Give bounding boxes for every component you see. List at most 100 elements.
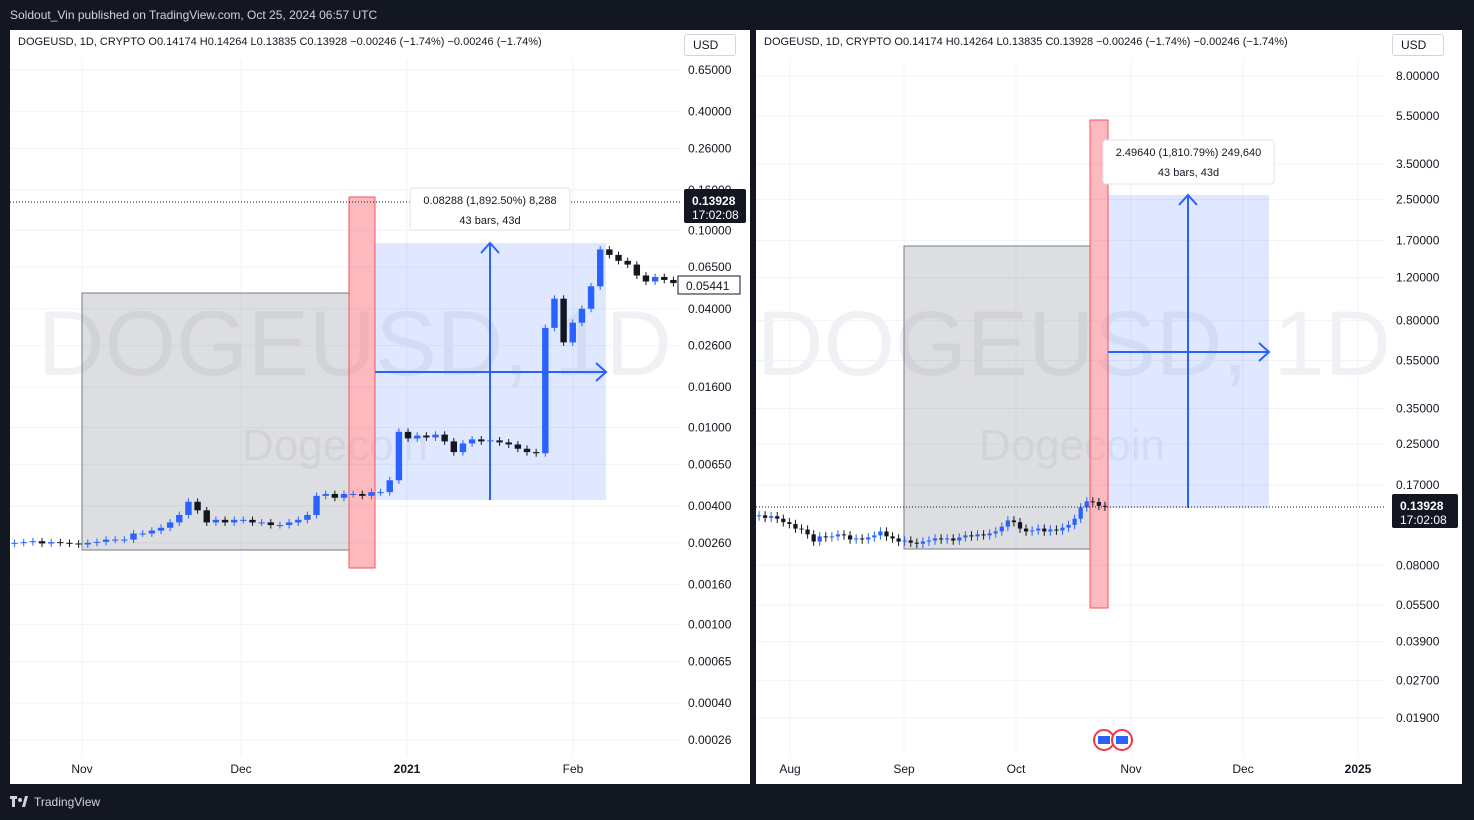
y-tick-label: 0.00260: [688, 536, 732, 550]
y-tick-label: 1.70000: [1396, 234, 1440, 248]
candle-body: [66, 542, 73, 544]
candle-body: [866, 537, 871, 540]
candle-body: [762, 515, 768, 518]
currency-button-right[interactable]: USD: [1392, 34, 1444, 56]
highlight-bar: [348, 196, 376, 569]
tradingview-icon: [10, 796, 28, 807]
candle-body: [793, 523, 798, 529]
candle-body: [1060, 527, 1065, 531]
candle-body: [1036, 528, 1041, 531]
last-price-value: 0.13928: [692, 194, 736, 208]
candle-body: [432, 434, 439, 438]
candle-body: [651, 276, 659, 282]
y-tick-label: 1.20000: [1396, 271, 1440, 285]
candle-body: [441, 434, 448, 442]
candle-body: [902, 540, 907, 542]
candle-body: [368, 492, 375, 496]
candle-body: [926, 540, 932, 542]
currency-button-left[interactable]: USD: [684, 34, 736, 56]
measure-label-box: [409, 187, 571, 231]
candle-body: [597, 249, 604, 287]
candle-body: [240, 519, 247, 521]
candle-body: [1078, 507, 1083, 519]
x-tick-label: Feb: [563, 762, 584, 776]
x-tick-label: Sep: [893, 762, 915, 776]
measure-label-change: 0.08288 (1,892.50%) 8,288: [423, 195, 556, 207]
candle-body: [176, 514, 183, 523]
candle-body: [860, 538, 865, 540]
candle-body: [84, 542, 91, 545]
candle-body: [20, 542, 27, 544]
candle-body: [884, 531, 889, 537]
y-tick-label: 0.26000: [688, 141, 732, 155]
arrow-head-right: [595, 362, 608, 382]
candle-body: [945, 538, 950, 540]
x-tick-label: 2021: [394, 762, 421, 776]
candle-body: [121, 539, 128, 541]
y-tick-label: 0.02600: [688, 339, 732, 353]
arrow-head-up: [1178, 193, 1198, 206]
candle-body: [841, 534, 847, 536]
arrow-head-right: [1258, 342, 1271, 362]
candle-body: [963, 535, 968, 538]
y-tick-label: 8.00000: [1396, 69, 1440, 83]
candle-body: [423, 435, 430, 438]
candle-body: [1023, 528, 1029, 532]
candle-body: [295, 519, 302, 523]
candle-body: [1084, 501, 1089, 508]
y-tick-label: 2.50000: [1396, 193, 1440, 207]
x-tick-label: Dec: [230, 762, 251, 776]
candle-body: [148, 530, 156, 534]
x-tick-label: Aug: [779, 762, 800, 776]
candle-body: [914, 542, 919, 544]
candle-body: [578, 308, 586, 323]
last-price-tag: [1392, 494, 1458, 528]
candle-body: [468, 439, 476, 444]
y-tick-label: 3.50000: [1396, 157, 1440, 171]
previous-range-box: [81, 292, 350, 551]
candle-body: [523, 448, 531, 453]
y-tick-label: 0.04000: [688, 302, 732, 316]
y-tick-label: 0.01000: [688, 420, 732, 434]
chart-panel-left[interactable]: DOGEUSD, 1DDogecoin0.08288 (1,892.50%) 8…: [10, 30, 750, 784]
candle-body: [258, 522, 265, 524]
secondary-price-value: 0.05441: [686, 279, 730, 293]
candle-body: [249, 519, 256, 523]
candle-body: [496, 440, 503, 443]
candle-body: [478, 439, 485, 442]
candle-body: [11, 542, 18, 544]
candle-body: [459, 443, 467, 453]
candle-body: [313, 495, 320, 515]
chart-canvas-right[interactable]: DOGEUSD, 1D Dogecoin 2.49640 (1,810.79%) 2…: [756, 30, 1462, 784]
candle-body: [212, 519, 220, 523]
candle-body: [1102, 505, 1108, 507]
candle-body: [404, 431, 412, 439]
candle-body: [514, 444, 522, 449]
candle-body: [386, 480, 393, 493]
y-tick-label: 0.08000: [1396, 558, 1440, 572]
candle-body: [38, 541, 46, 544]
x-tick-label: 2025: [1345, 762, 1372, 776]
countdown-timer: 17:02:08: [692, 208, 739, 222]
candle-body: [781, 518, 786, 523]
y-tick-label: 0.80000: [1396, 314, 1440, 328]
candle-body: [624, 260, 631, 265]
candle-body: [993, 531, 998, 534]
candle-body: [414, 435, 421, 439]
candle-body: [47, 542, 55, 544]
candle-body: [487, 440, 494, 442]
candle-body: [908, 540, 913, 543]
chart-canvas-left[interactable]: DOGEUSD, 1DDogecoin0.08288 (1,892.50%) 8…: [10, 30, 750, 784]
tradingview-logo[interactable]: TradingView: [10, 795, 100, 809]
watermark-name: Dogecoin: [979, 421, 1165, 470]
candle-body: [102, 539, 110, 542]
candle-body: [130, 533, 137, 540]
chart-panel-right[interactable]: DOGEUSD, 1D Dogecoin 2.49640 (1,810.79%) 2…: [756, 30, 1462, 784]
candle-body: [817, 536, 822, 542]
candle-body: [787, 522, 792, 524]
y-tick-label: 0.05500: [1396, 598, 1440, 612]
y-tick-label: 0.00100: [688, 618, 732, 632]
candle-body: [194, 501, 201, 511]
candle-body: [93, 541, 101, 543]
x-tick-label: Nov: [71, 762, 92, 776]
